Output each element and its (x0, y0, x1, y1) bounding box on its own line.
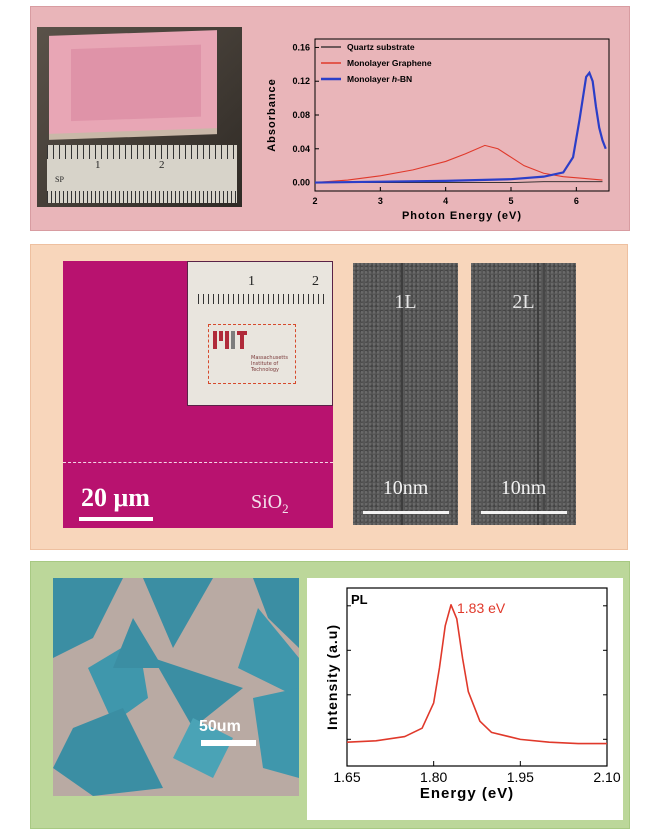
series-line (314, 70, 607, 184)
tem-scalebar (363, 511, 449, 514)
y-tick-label: 0.04 (292, 144, 310, 154)
scalebar (201, 740, 256, 746)
panel-absorbance: 1 2 SP 0.00 0.04 0.08 0.12 0.16 2 3 4 5 6 Photon E… (30, 6, 630, 231)
scalebar (79, 517, 153, 521)
ruler-label-sp: SP (55, 175, 64, 184)
absorbance-chart: 0.00 0.04 0.08 0.12 0.16 2 3 4 5 6 Photon Energy (… (266, 38, 610, 222)
optical-image-flakes: 50um (53, 578, 299, 796)
y-axis-label: Absorbance (266, 78, 278, 152)
y-tick-label: 0.00 (292, 178, 310, 188)
x-tick-label: 1.95 (507, 769, 534, 785)
x-tick-label: 2.10 (593, 769, 620, 785)
legend-label: Quartz substrate (347, 42, 415, 52)
tem-label: 1L (394, 291, 417, 313)
tem-scalebar-label: 10nm (500, 477, 547, 499)
ruler-label-1: 1 (95, 159, 101, 171)
y-tick-label: 0.16 (292, 42, 310, 52)
tem-label: 2L (512, 291, 535, 313)
legend-label: Monolayer h-BN (347, 74, 412, 84)
tem-scalebar-label: 10nm (382, 477, 429, 499)
legend-label: Monolayer Graphene (347, 58, 432, 68)
x-tick-label: 2 (312, 196, 317, 206)
scalebar-label: 50um (199, 718, 241, 735)
x-axis-label: Energy (eV) (420, 785, 514, 802)
y-tick-label: 0.12 (292, 76, 310, 86)
scalebar-label: 20 μm (81, 483, 150, 512)
y-tick-label: 0.08 (292, 110, 310, 120)
dashed-line (63, 462, 333, 463)
peak-annotation: 1.83 eV (457, 600, 506, 616)
panel-hbn-images: 1 2 Massachusetts Institute of Technolog… (30, 244, 628, 550)
legend-label: PL (351, 592, 368, 607)
series-line (314, 144, 603, 184)
sample-photo: 1 2 SP (37, 27, 242, 207)
x-tick-label: 3 (378, 196, 383, 206)
pl-chart: 1.65 1.80 1.95 2.10 Energy (eV) Intensity (a.… (324, 587, 621, 802)
x-tick-label: 1.80 (420, 769, 447, 785)
panel-mos2: 50um 1.65 1.80 1.95 2.10 Energy (eV) Intensit… (30, 561, 630, 829)
inset-ruler-label-2: 2 (312, 274, 319, 289)
x-tick-label: 5 (508, 196, 513, 206)
optical-image-hbn: 1 2 Massachusetts Institute of Technolog… (63, 261, 333, 528)
x-axis-label: Photon Energy (eV) (402, 210, 522, 222)
flakes (53, 578, 299, 796)
inset-ruler-label-1: 1 (248, 274, 255, 289)
pl-chart-box: 1.65 1.80 1.95 2.10 Energy (eV) Intensity (a.… (307, 578, 623, 820)
tem-image-2l: 2L 10nm (471, 263, 576, 525)
tem-image-1l: 1L 10nm (353, 263, 458, 525)
inset-text: Massachusetts Institute of Technology (251, 355, 288, 373)
ruler: 1 2 SP (47, 145, 237, 203)
y-axis-label: Intensity (a.u) (324, 624, 340, 730)
series-line (346, 604, 607, 745)
x-tick-label: 1.65 (333, 769, 360, 785)
inset-logo-box: Massachusetts Institute of Technology (208, 324, 296, 384)
inset-photo: 1 2 Massachusetts Institute of Technolog… (187, 261, 333, 406)
x-tick-label: 6 (574, 196, 579, 206)
substrate-label: SiO2 (251, 491, 289, 516)
tem-scalebar (481, 511, 567, 514)
x-tick-label: 4 (443, 196, 448, 206)
ruler-label-2: 2 (159, 159, 165, 171)
film-on-quartz (49, 30, 217, 134)
plot-frame (346, 587, 608, 767)
